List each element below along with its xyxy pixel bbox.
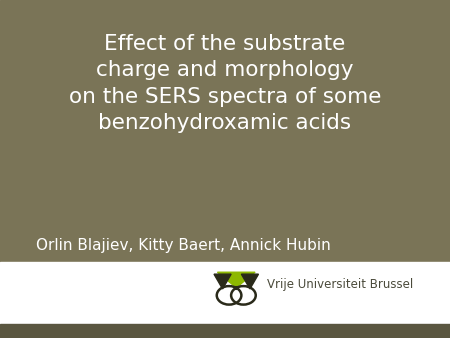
Bar (0, 262, 450, 324)
Polygon shape (217, 272, 255, 288)
Bar (0, 324, 450, 338)
Text: Effect of the substrate
charge and morphology
on the SERS spectra of some
benzoh: Effect of the substrate charge and morph… (69, 34, 381, 133)
Polygon shape (241, 274, 258, 289)
Polygon shape (214, 274, 231, 289)
Text: Vrije Universiteit Brussel: Vrije Universiteit Brussel (267, 278, 413, 291)
Text: Orlin Blajiev, Kitty Baert, Annick Hubin: Orlin Blajiev, Kitty Baert, Annick Hubin (36, 238, 331, 253)
Bar (0, 0, 450, 262)
